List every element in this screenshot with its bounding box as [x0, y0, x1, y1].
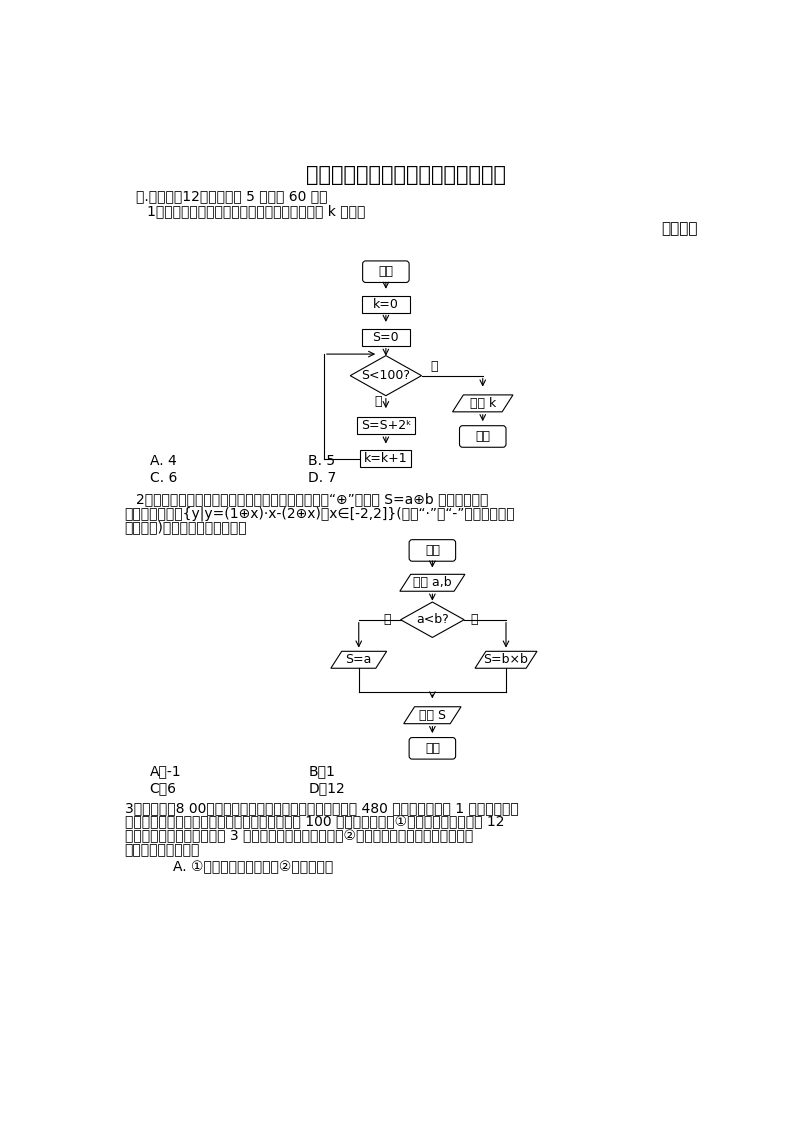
FancyBboxPatch shape — [362, 329, 410, 346]
FancyBboxPatch shape — [409, 737, 456, 760]
Polygon shape — [475, 651, 537, 669]
Text: 3、某社区最8 00户家庭，其中高收入家庭，中等收入家庭 480 户，低收入家庭 1 为了调查社会: 3、某社区最8 00户家庭，其中高收入家庭，中等收入家庭 480 户，低收入家庭… — [125, 801, 519, 816]
Text: B．1: B．1 — [308, 764, 335, 779]
Text: S=a: S=a — [346, 653, 372, 666]
Text: A．-1: A．-1 — [150, 764, 181, 779]
FancyBboxPatch shape — [360, 450, 412, 467]
Text: k=0: k=0 — [373, 297, 399, 311]
Text: 输出 S: 输出 S — [419, 709, 446, 721]
Text: S=0: S=0 — [373, 331, 399, 343]
Text: 购买力的某项指标，要从中抄取一个容量为 100 户的样本，记作①；某学校高一年约有 12: 购买力的某项指标，要从中抄取一个容量为 100 户的样本，记作①；某学校高一年约… — [125, 816, 504, 829]
Text: 开始: 开始 — [378, 265, 393, 278]
Polygon shape — [404, 707, 461, 724]
Text: 是: 是 — [470, 614, 478, 626]
Text: 一.选择题（12小题，每题 5 分，计 60 分）: 一.选择题（12小题，每题 5 分，计 60 分） — [136, 190, 328, 203]
Text: B. 5: B. 5 — [308, 454, 335, 468]
Text: （　　）: （ ） — [661, 221, 698, 236]
Text: 图所示，则集合{y|y=(1⊕x)·x-(2⊕x)，x∈[-2,2]}(注：“·”和“-”仍为通常的乘: 图所示，则集合{y|y=(1⊕x)·x-(2⊕x)，x∈[-2,2]}(注：“·… — [125, 506, 515, 521]
Text: 1、某程序框图如图所示，该程序运行后输出的 k 的値是: 1、某程序框图如图所示，该程序运行后输出的 k 的値是 — [147, 204, 366, 219]
Text: S=S+2ᵏ: S=S+2ᵏ — [361, 420, 411, 432]
Text: 开始: 开始 — [425, 544, 440, 557]
Text: S<100?: S<100? — [362, 369, 410, 383]
Text: 高一下学期第一次阶段考试数学试卷: 高一下学期第一次阶段考试数学试卷 — [306, 165, 506, 185]
Text: 2、在实数的原有运算法则中，我们补充定义新运算“⊕”，其中 S=a⊕b 的运算原理如: 2、在实数的原有运算法则中，我们补充定义新运算“⊕”，其中 S=a⊕b 的运算原… — [136, 493, 488, 507]
Text: 结束: 结束 — [475, 430, 490, 443]
Polygon shape — [400, 603, 464, 637]
Polygon shape — [351, 356, 422, 396]
Text: 输入 a,b: 输入 a,b — [413, 577, 452, 589]
Text: C．6: C．6 — [150, 781, 177, 795]
Text: 输出 k: 输出 k — [469, 397, 496, 410]
Polygon shape — [453, 395, 513, 412]
FancyBboxPatch shape — [362, 295, 410, 313]
Text: 的抄样方法是（　）: 的抄样方法是（ ） — [125, 843, 200, 857]
FancyBboxPatch shape — [357, 417, 415, 434]
Polygon shape — [331, 651, 387, 669]
Text: D. 7: D. 7 — [308, 471, 336, 485]
Text: 结束: 结束 — [425, 742, 440, 755]
Text: A. ①用简单随即抄样　　②用系统抄样: A. ①用简单随即抄样 ②用系统抄样 — [173, 859, 333, 874]
Text: 否: 否 — [430, 360, 438, 373]
Text: D．12: D．12 — [308, 781, 345, 795]
Text: 法和减法)的最大元素是（　　）: 法和减法)的最大元素是（ ） — [125, 521, 247, 534]
Text: S=b×b: S=b×b — [484, 653, 528, 666]
Text: a<b?: a<b? — [416, 614, 449, 626]
FancyBboxPatch shape — [409, 540, 456, 561]
Text: 是: 是 — [374, 395, 382, 407]
Text: 否: 否 — [384, 614, 391, 626]
Text: 名音乐特长生，要从中选出 3 名调查学习训练情况，记作②。那么完成上述两项调查应采用: 名音乐特长生，要从中选出 3 名调查学习训练情况，记作②。那么完成上述两项调查应… — [125, 829, 473, 843]
FancyBboxPatch shape — [362, 261, 409, 283]
Polygon shape — [400, 574, 465, 591]
Text: k=k+1: k=k+1 — [364, 452, 408, 466]
FancyBboxPatch shape — [459, 425, 506, 448]
Text: C. 6: C. 6 — [150, 471, 177, 485]
Text: A. 4: A. 4 — [150, 454, 176, 468]
